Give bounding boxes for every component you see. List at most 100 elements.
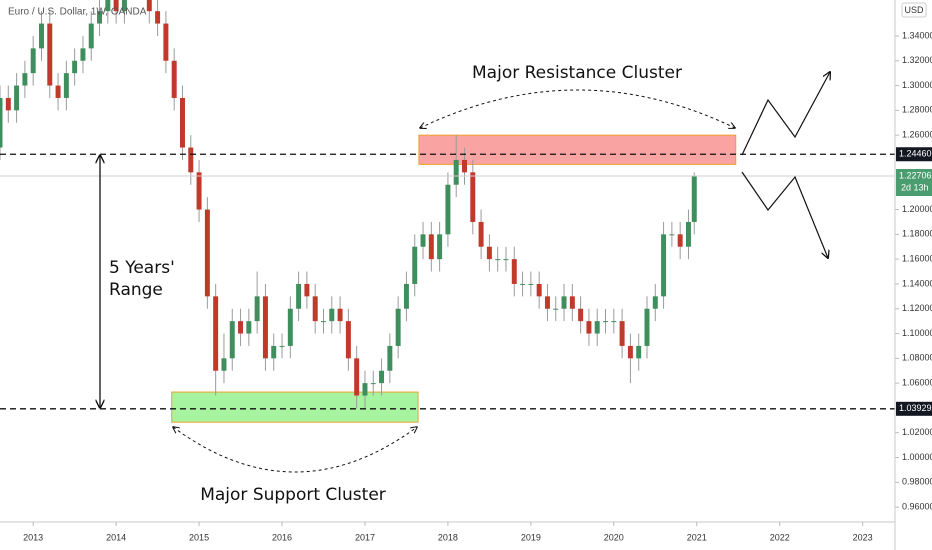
overlay (0, 153, 895, 410)
zone (418, 134, 737, 165)
y-tick-label: 1.16000 (902, 254, 932, 264)
candle-body (196, 172, 202, 210)
price-axis (895, 0, 932, 550)
candle-body (644, 308, 650, 346)
candle-body (677, 234, 683, 247)
x-tick-label: 2016 (272, 532, 292, 542)
candle-body (669, 234, 675, 236)
x-tick-label: 2015 (189, 532, 209, 542)
level-badge (896, 401, 932, 416)
candle-body (403, 283, 409, 309)
candle-body (370, 383, 376, 385)
candle-body (254, 296, 260, 322)
support-label: Major Support Cluster (200, 485, 386, 505)
candle-body (14, 85, 20, 111)
candle-body (478, 221, 484, 247)
candle-body (661, 234, 667, 297)
candle-body (611, 321, 617, 323)
candle-body (536, 283, 542, 297)
y-tick-label: 1.32000 (902, 55, 932, 65)
candle-body (691, 175, 697, 222)
chart-title: Euro / U.S. Dollar, 1W, OANDA (8, 7, 147, 18)
candle-body (511, 259, 517, 284)
candle-body (445, 184, 451, 235)
candle-body (246, 321, 252, 334)
candle-body (179, 97, 185, 148)
x-tick-label: 2021 (687, 532, 707, 542)
range-label: 5 Years' (109, 258, 175, 278)
candle-body (262, 296, 268, 359)
y-tick-label: 1.30000 (902, 80, 932, 90)
candle-body (188, 147, 194, 173)
candle-body (97, 11, 103, 24)
y-tick-label: 0.96000 (902, 501, 932, 511)
y-tick-label: 1.34000 (902, 30, 932, 40)
candle-body (470, 172, 476, 222)
candle-body (354, 358, 360, 396)
candle-body (5, 97, 11, 111)
candle-body (88, 23, 94, 49)
candle-body (163, 23, 169, 61)
candle-body (561, 296, 567, 309)
candle-body (486, 246, 492, 260)
candle-body (520, 283, 526, 285)
candle-body (38, 23, 44, 49)
y-tick-label: 1.14000 (902, 278, 932, 288)
candle-body (503, 259, 509, 261)
candle-body (428, 234, 434, 260)
x-tick-label: 2013 (23, 532, 43, 542)
candle-body (395, 308, 401, 346)
last-price-label: 1.22706 (899, 170, 932, 180)
countdown-label: 2d 13h (901, 182, 929, 192)
candles (0, 0, 737, 423)
level-label: 1.03929 (899, 403, 932, 413)
resistance-arc (420, 89, 735, 128)
candle-body (453, 159, 459, 185)
candle-body (553, 308, 559, 310)
zone (171, 391, 419, 423)
candle-body (113, 0, 119, 12)
level-badge (896, 147, 932, 162)
candle-body (569, 296, 575, 309)
x-tick-label: 2017 (355, 532, 375, 542)
candle-body (55, 85, 61, 98)
candle-body (495, 259, 501, 261)
y-tick-label: 1.20000 (902, 204, 932, 214)
candle-body (30, 48, 36, 74)
bullish-projection (741, 72, 830, 156)
candle-body (528, 283, 534, 285)
candle-body (221, 358, 227, 371)
y-tick-label: 1.02000 (902, 427, 932, 437)
resistance-label: Major Resistance Cluster (472, 63, 682, 83)
level-label: 1.24460 (899, 149, 932, 159)
candle-body (312, 296, 318, 322)
candle-body (603, 321, 609, 323)
currency: USD (904, 5, 924, 15)
candle-body (437, 234, 443, 260)
candle-body (47, 23, 53, 86)
candle-body (105, 0, 111, 12)
y-tick-label: 1.12000 (902, 303, 932, 313)
candle-body (213, 296, 219, 371)
candle-body (345, 321, 351, 359)
candle-body (586, 321, 592, 334)
candle-body (146, 0, 152, 12)
candle-body (627, 345, 633, 359)
candle-body (287, 308, 293, 346)
candle-body (271, 345, 277, 359)
y-tick-label: 1.18000 (902, 229, 932, 239)
candle-body (321, 321, 326, 323)
x-tick-label: 2018 (438, 532, 458, 542)
candle-body (337, 308, 343, 322)
candle-body (420, 234, 426, 247)
range-label: Range (109, 280, 163, 300)
candle-body (544, 296, 550, 309)
support-arc (173, 427, 417, 473)
candle-body (594, 321, 600, 334)
candle-body (22, 73, 28, 86)
x-tick-label: 2022 (770, 532, 790, 542)
candle-body (0, 97, 3, 148)
candle-body (578, 308, 584, 322)
